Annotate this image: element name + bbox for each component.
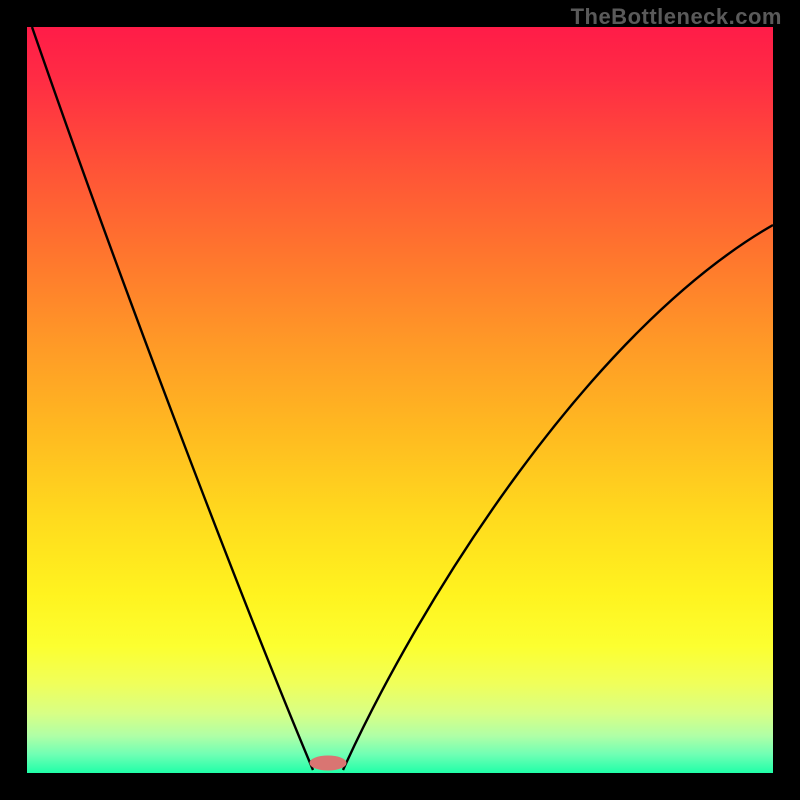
plot-area [27,27,773,773]
optimal-marker [310,756,346,770]
watermark-text: TheBottleneck.com [571,4,782,30]
bottleneck-chart: TheBottleneck.com [0,0,800,800]
chart-svg [0,0,800,800]
